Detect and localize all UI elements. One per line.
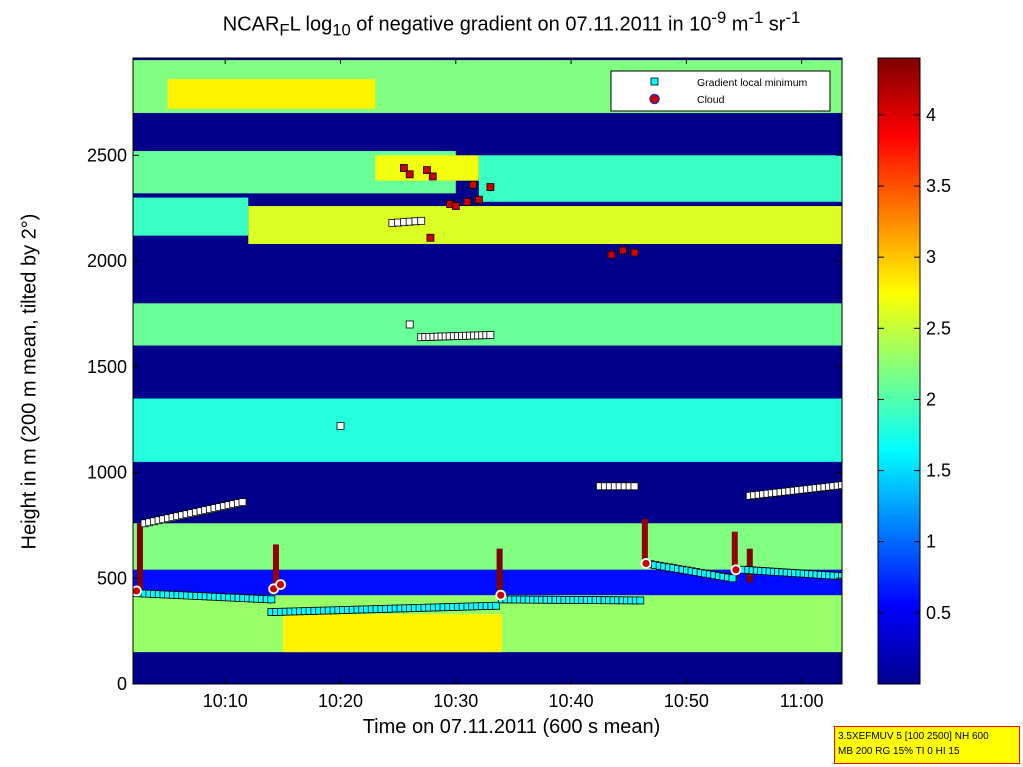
gradient-minimum-marker-high: [474, 195, 483, 204]
heatmap-layer: [167, 79, 376, 109]
gradient-spike: [496, 548, 503, 596]
info-line-2: MB 200 RG 15% TI 0 HI 15: [838, 746, 960, 757]
gradient-minimum-marker: [405, 320, 414, 329]
gradient-minimum-marker: [838, 572, 842, 581]
info-box: 3.5XEFMUV 5 [100 2500] NH 600 MB 200 RG …: [834, 726, 1020, 764]
cloud-marker: [275, 579, 286, 591]
y-axis: 0 500 1000 1500 2000 2500: [87, 145, 842, 694]
heatmap-layer: [133, 303, 842, 346]
y-tick-label: 0: [117, 674, 127, 694]
gradient-minimum-marker: [636, 596, 645, 605]
gradient-minimum-marker: [838, 481, 842, 490]
heatmap-layer: [133, 652, 842, 684]
gradient-minimum-marker-high: [607, 250, 616, 259]
heatmap-layer: [133, 197, 249, 236]
x-tick-label: 10:20: [318, 691, 363, 711]
cloud-marker: [730, 564, 742, 576]
y-axis-label: Height in m (200 m mean, tilted by 2°): [18, 213, 41, 550]
colorbar-tick-label: 2.5: [926, 318, 951, 338]
heatmap-layer: [133, 461, 842, 524]
legend-square-marker: [650, 77, 659, 86]
marker-layer: [133, 164, 842, 616]
gradient-minimum-marker: [630, 482, 639, 491]
heatmap-area: [133, 58, 842, 684]
colorbar-tick-label: 4: [926, 105, 936, 125]
gradient-minimum-marker-high: [451, 202, 460, 210]
gradient-minimum-marker: [728, 574, 737, 583]
legend-label-gradient: Gradient local minimum: [697, 77, 808, 89]
gradient-minimum-marker-high: [619, 246, 627, 255]
x-tick-label: 11:00: [780, 691, 824, 711]
y-tick-label: 1000: [87, 463, 127, 483]
colorbar-gradient: [877, 57, 921, 685]
cloud-marker: [640, 558, 652, 569]
gradient-minimum-marker-high: [463, 197, 472, 206]
x-axis: 10:10 10:20 10:30 10:40 10:50 11:00: [203, 58, 824, 711]
gradient-minimum-marker-high: [469, 180, 477, 189]
chart-title: NCARFL log10 of negative gradient on 07.…: [222, 8, 801, 40]
heatmap-layer: [282, 614, 502, 653]
heatmap-layer: [133, 345, 842, 393]
x-axis-label: Time on 07.11.2011 (600 s mean): [362, 716, 661, 738]
cloud-marker: [495, 589, 507, 601]
heatmap-layer: [248, 206, 842, 245]
x-tick-label: 10:30: [433, 691, 478, 711]
legend-label-cloud: Cloud: [697, 94, 725, 106]
gradient-minimum-marker-high: [486, 183, 495, 191]
gradient-minimum-marker-high: [405, 170, 414, 179]
gradient-minimum-marker: [267, 595, 276, 604]
heatmap-layer: [133, 523, 842, 570]
gradient-spike: [641, 519, 648, 566]
gradient-spike: [272, 544, 279, 591]
colorbar-tick-label: 3: [926, 247, 936, 267]
colorbar-tick-label: 1.5: [926, 461, 951, 481]
info-line-1: 3.5XEFMUV 5 [100 2500] NH 600: [838, 731, 989, 742]
x-tick-label: 10:50: [664, 691, 709, 711]
legend-circle-marker: [649, 93, 660, 105]
y-tick-label: 1500: [87, 357, 127, 377]
legend-box: [610, 70, 831, 112]
gradient-spike: [136, 523, 143, 596]
heatmap-layer: [478, 155, 842, 202]
gradient-minimum-marker: [336, 422, 345, 430]
colorbar-tick-label: 2: [926, 389, 936, 409]
x-tick-label: 10:40: [549, 691, 594, 711]
y-tick-label: 2500: [87, 145, 127, 165]
gradient-spike: [746, 548, 753, 583]
heatmap-layer: [133, 398, 842, 462]
gradient-minimum-marker-high: [630, 248, 639, 257]
gradient-minimum-marker-high: [426, 233, 435, 242]
gradient-minimum-marker-high: [400, 164, 408, 172]
gradient-spike: [731, 531, 738, 579]
gradient-minimum-marker: [238, 498, 247, 507]
colorbar: 0.5 1 1.5 2 2.5 3 3.5 4: [877, 57, 951, 685]
gradient-minimum-marker: [486, 331, 495, 339]
y-tick-label: 500: [97, 568, 127, 588]
legend: Gradient local minimum Cloud: [610, 70, 831, 112]
y-tick-label: 2000: [87, 251, 127, 271]
cloud-marker: [133, 585, 142, 597]
gradient-minimum-marker: [492, 601, 501, 610]
colorbar-tick-label: 3.5: [926, 176, 951, 196]
plot-frame: [132, 57, 843, 685]
gradient-minimum-marker: [417, 216, 426, 225]
heatmap-layer: [133, 244, 842, 297]
colorbar-ticks: 0.5 1 1.5 2 2.5 3 3.5 4: [878, 105, 951, 623]
gradient-minimum-marker-high: [423, 166, 431, 174]
colorbar-tick-label: 0.5: [926, 603, 951, 623]
colorbar-tick-label: 1: [926, 532, 936, 552]
x-tick-label: 10:10: [203, 691, 248, 711]
heatmap-layer: [133, 112, 842, 145]
gradient-minimum-marker-high: [428, 172, 437, 181]
